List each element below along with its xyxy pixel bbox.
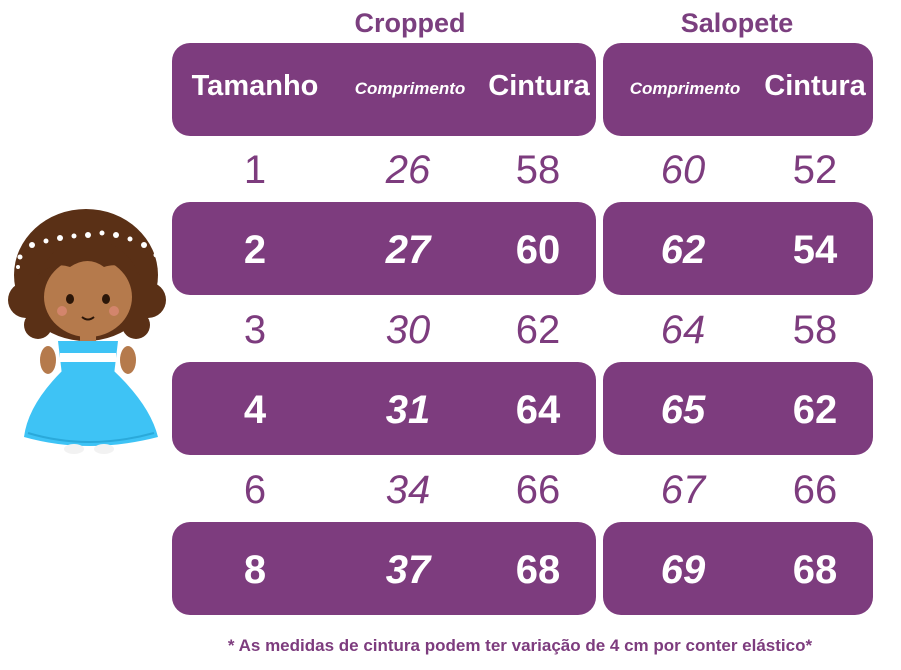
cell-tamanho: 8: [243, 548, 267, 592]
header-salopete-comprimento: Comprimento: [629, 79, 741, 98]
header-salopete-cintura: Cintura: [764, 70, 866, 102]
cell-cropped-comprimento: 27: [385, 228, 431, 272]
cell-cropped-cintura: 66: [515, 468, 561, 512]
cell-cropped-cintura: 64: [515, 388, 561, 432]
cell-tamanho: 1: [243, 148, 267, 192]
cell-tamanho: 4: [243, 388, 267, 432]
cell-cropped-comprimento: 37: [385, 548, 431, 592]
cropped-title: Cropped: [354, 8, 466, 38]
girl-illustration: [8, 209, 166, 454]
row-box-salopete: [603, 522, 873, 615]
cell-salopete-cintura: 68: [792, 548, 838, 592]
cell-salopete-comprimento: 64: [660, 308, 706, 352]
cell-salopete-cintura: 62: [792, 388, 838, 432]
cell-tamanho: 6: [243, 468, 267, 512]
cell-salopete-cintura: 52: [792, 148, 838, 192]
row-box-salopete: [603, 202, 873, 295]
cell-salopete-cintura: 66: [792, 468, 838, 512]
footnote: * As medidas de cintura podem ter variaç…: [227, 636, 813, 655]
cell-cropped-comprimento: 30: [385, 308, 431, 352]
row-box-cropped: [172, 202, 596, 295]
header-cropped-cintura: Cintura: [488, 70, 590, 102]
cell-cropped-cintura: 60: [515, 228, 561, 272]
cell-cropped-comprimento: 26: [385, 148, 431, 192]
cell-tamanho: 3: [243, 308, 267, 352]
salopete-header-box: [603, 43, 873, 136]
row-box-cropped: [172, 522, 596, 615]
cell-salopete-comprimento: 65: [660, 388, 706, 432]
header-cropped-comprimento: Comprimento: [354, 79, 466, 98]
cell-salopete-cintura: 58: [792, 308, 838, 352]
row-box-cropped: [172, 362, 596, 455]
row-box-salopete: [603, 362, 873, 455]
cell-salopete-cintura: 54: [792, 228, 838, 272]
header-tamanho: Tamanho: [191, 70, 319, 102]
cell-cropped-cintura: 68: [515, 548, 561, 592]
cell-tamanho: 2: [243, 228, 267, 272]
cell-salopete-comprimento: 60: [660, 148, 706, 192]
cell-cropped-comprimento: 31: [385, 388, 431, 432]
cell-salopete-comprimento: 62: [660, 228, 706, 272]
cell-salopete-comprimento: 69: [660, 548, 706, 592]
cropped-header-box: [172, 43, 596, 136]
cell-cropped-comprimento: 34: [385, 468, 431, 512]
cell-salopete-comprimento: 67: [660, 468, 706, 512]
salopete-title: Salopete: [680, 8, 794, 38]
cell-cropped-cintura: 58: [515, 148, 561, 192]
cell-cropped-cintura: 62: [515, 308, 561, 352]
